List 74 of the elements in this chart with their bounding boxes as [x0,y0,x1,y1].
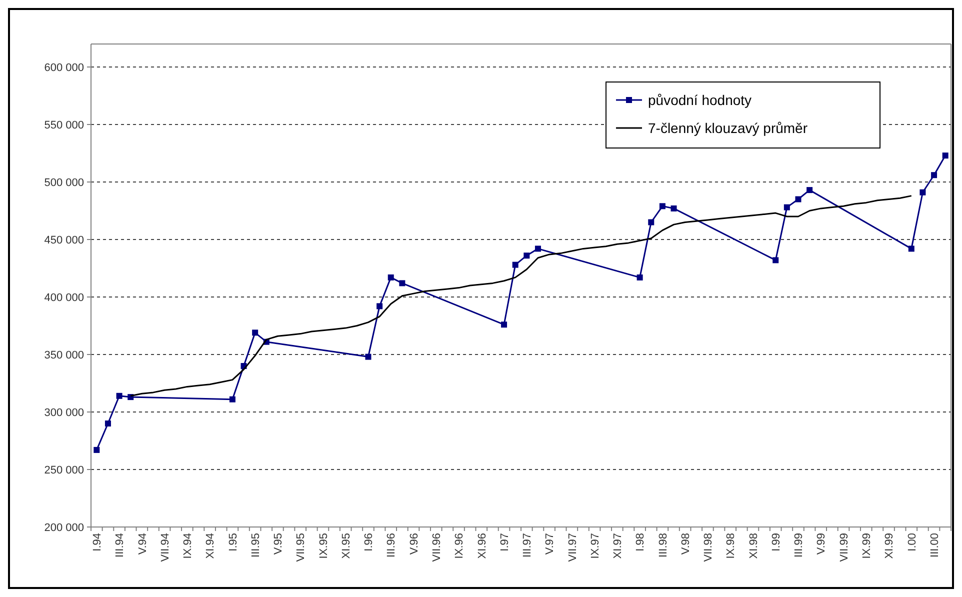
point [376,303,383,310]
point [636,274,643,280]
x-tick-label: XI.96 [476,533,488,559]
x-tick-label: V.98 [680,533,692,555]
point [365,354,372,360]
point [648,219,654,226]
point [116,392,122,399]
x-tick-label: XI.97 [612,533,624,559]
x-tick-label: V.94 [136,533,149,555]
x-tick-label: I.94 [92,533,104,552]
point [534,246,541,252]
point [772,257,779,264]
x-tick-label: I.97 [498,533,511,552]
x-tick-label: V.97 [544,533,556,555]
point [908,246,914,252]
y-tick-label: 300 000 [44,406,84,419]
x-tick-label: III.97 [522,533,534,558]
point [784,204,790,210]
x-tick-label: XI.94 [204,533,217,559]
x-tick-label: VII.97 [566,533,579,562]
x-tick-label: IX.95 [318,533,330,559]
x-tick-label: XI.99 [884,533,896,559]
x-tick-label: IX.98 [725,533,738,559]
point [512,262,518,268]
point [104,420,111,426]
x-tick-label: III.96 [386,533,398,558]
x-tick-label: V.95 [272,533,285,555]
y-tick-label: 200 000 [44,522,84,534]
x-tick-label: VII.99 [838,533,850,562]
y-tick-label: 550 000 [44,119,84,132]
x-tick-label: XI.95 [340,533,352,559]
y-tick-label: 450 000 [44,234,84,246]
x-tick-label: I.98 [634,533,647,552]
x-tick-label: I.00 [906,533,918,552]
point [806,187,813,194]
y-tick-label: 600 000 [44,62,84,74]
x-tick-label: III.99 [793,533,806,558]
point [795,196,802,202]
point [942,152,948,159]
point [501,322,508,328]
point [388,274,394,280]
x-tick-label: IX.99 [860,533,873,559]
x-tick-label: III.95 [250,533,262,558]
point [524,252,530,259]
y-tick-label: 500 000 [44,176,84,189]
point [670,205,677,212]
y-tick-label: 350 000 [44,349,84,362]
x-tick-label: I.95 [227,533,240,552]
legend-label: původní hodnoty [648,92,752,108]
y-tick-label: 250 000 [44,464,84,476]
x-tick-label: IX.94 [182,533,194,559]
x-tick-label: XI.98 [748,533,760,559]
x-tick-label: VII.98 [702,533,715,562]
x-tick-label: I.96 [363,533,376,552]
point [229,396,236,402]
x-tick-label: VII.95 [295,533,308,562]
x-tick-label: V.96 [408,533,420,555]
x-tick-label: I.99 [770,533,782,552]
point [252,330,258,336]
x-tick-label: V.99 [816,533,828,555]
x-tick-label: VII.94 [159,533,172,562]
x-tick-label: IX.97 [589,533,602,559]
point [920,189,926,196]
y-tick-label: 400 000 [44,292,84,304]
x-tick-label: III.94 [114,533,126,558]
x-tick-label: III.98 [657,533,670,558]
point [94,446,100,453]
x-tick-label: III.00 [928,533,941,558]
legend-label: 7-členný klouzavý průměr [648,120,808,136]
point [399,280,406,286]
point [659,203,666,210]
x-tick-label: VII.96 [430,533,443,562]
x-tick-label: IX.96 [454,533,466,559]
point [931,172,938,178]
